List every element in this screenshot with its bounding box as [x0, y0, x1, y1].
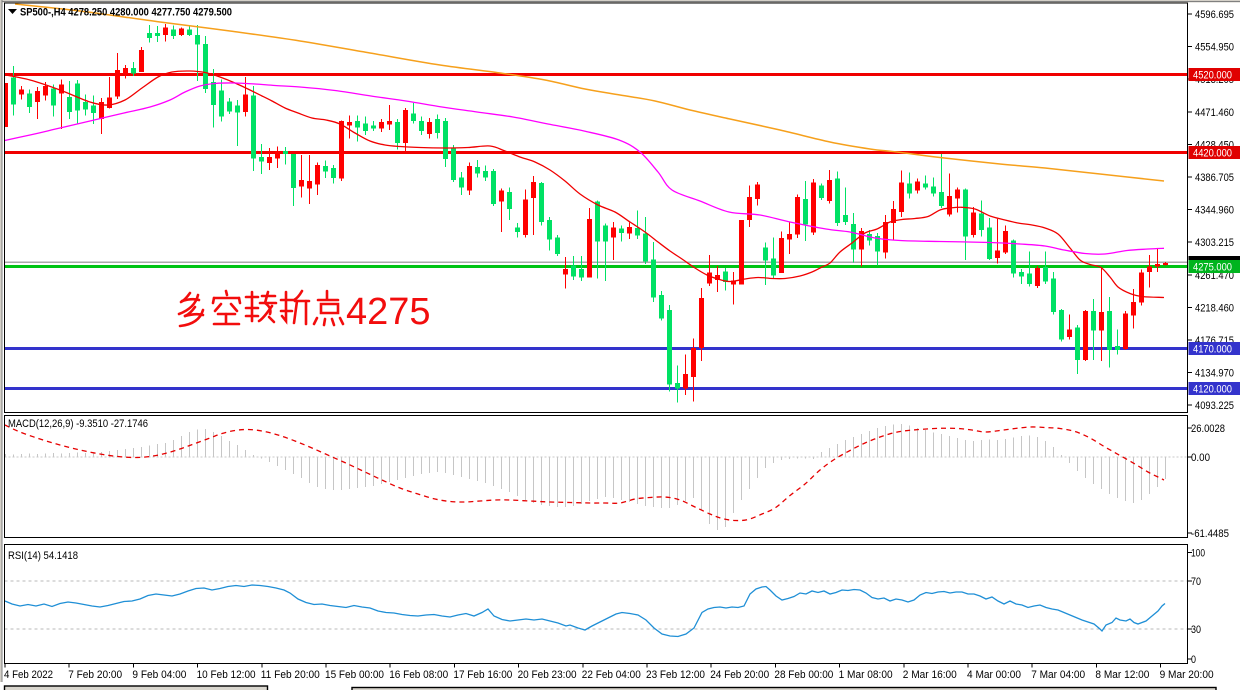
svg-text:4093.225: 4093.225: [1195, 400, 1234, 412]
svg-text:-61.4485: -61.4485: [1191, 528, 1229, 540]
svg-text:28 Feb 00:00: 28 Feb 00:00: [774, 669, 833, 681]
svg-text:22 Feb 04:00: 22 Feb 04:00: [582, 669, 641, 681]
svg-text:4218.460: 4218.460: [1195, 302, 1234, 314]
svg-text:4554.950: 4554.950: [1195, 42, 1234, 54]
svg-text:20 Feb 23:00: 20 Feb 23:00: [518, 669, 577, 681]
svg-text:4420.000: 4420.000: [1193, 148, 1232, 160]
svg-text:7 Feb 20:00: 7 Feb 20:00: [68, 669, 122, 681]
svg-text:1 Mar 08:00: 1 Mar 08:00: [839, 669, 893, 681]
svg-text:8 Mar 12:00: 8 Mar 12:00: [1095, 669, 1149, 681]
svg-text:11 Feb 20:00: 11 Feb 20:00: [261, 669, 320, 681]
svg-text:30: 30: [1191, 624, 1201, 636]
svg-text:17 Feb 16:00: 17 Feb 16:00: [453, 669, 512, 681]
svg-text:2 Mar 16:00: 2 Mar 16:00: [903, 669, 957, 681]
svg-text:4134.970: 4134.970: [1195, 368, 1234, 380]
svg-text:4120.000: 4120.000: [1193, 384, 1232, 396]
svg-text:15 Feb 00:00: 15 Feb 00:00: [325, 669, 384, 681]
svg-text:16 Feb 08:00: 16 Feb 08:00: [389, 669, 448, 681]
svg-text:0.00: 0.00: [1191, 452, 1210, 464]
svg-text:4386.705: 4386.705: [1195, 172, 1234, 184]
svg-text:MACD(12,26,9) -9.3510 -27.1746: MACD(12,26,9) -9.3510 -27.1746: [8, 418, 148, 430]
svg-text:9 Feb 04:00: 9 Feb 04:00: [132, 669, 186, 681]
svg-text:9 Mar 20:00: 9 Mar 20:00: [1160, 669, 1214, 681]
svg-text:7 Mar 04:00: 7 Mar 04:00: [1031, 669, 1085, 681]
svg-text:4170.000: 4170.000: [1193, 344, 1232, 356]
svg-text:10 Feb 12:00: 10 Feb 12:00: [197, 669, 256, 681]
svg-text:4344.960: 4344.960: [1195, 205, 1234, 217]
svg-text:100: 100: [1191, 548, 1205, 560]
svg-text:4471.460: 4471.460: [1195, 107, 1234, 119]
svg-text:24 Feb 20:00: 24 Feb 20:00: [710, 669, 769, 681]
svg-text:SP500-,H4 4278.250 4280.000 4: SP500-,H4 4278.250 4280.000 4277.750 427…: [20, 7, 232, 19]
svg-text:70: 70: [1191, 576, 1201, 588]
svg-text:4275.000: 4275.000: [1193, 262, 1232, 274]
svg-text:4 Feb 2022: 4 Feb 2022: [4, 669, 53, 681]
svg-text:23 Feb 12:00: 23 Feb 12:00: [646, 669, 705, 681]
svg-text:4596.695: 4596.695: [1195, 9, 1234, 21]
svg-text:0: 0: [1191, 654, 1196, 666]
svg-text:26.0028: 26.0028: [1191, 423, 1225, 435]
svg-text:4303.215: 4303.215: [1195, 237, 1234, 249]
svg-text:4275: 4275: [346, 291, 431, 333]
svg-text:RSI(14) 54.1418: RSI(14) 54.1418: [8, 550, 78, 562]
svg-text:4 Mar 00:00: 4 Mar 00:00: [967, 669, 1021, 681]
svg-text:4520.000: 4520.000: [1193, 70, 1232, 82]
